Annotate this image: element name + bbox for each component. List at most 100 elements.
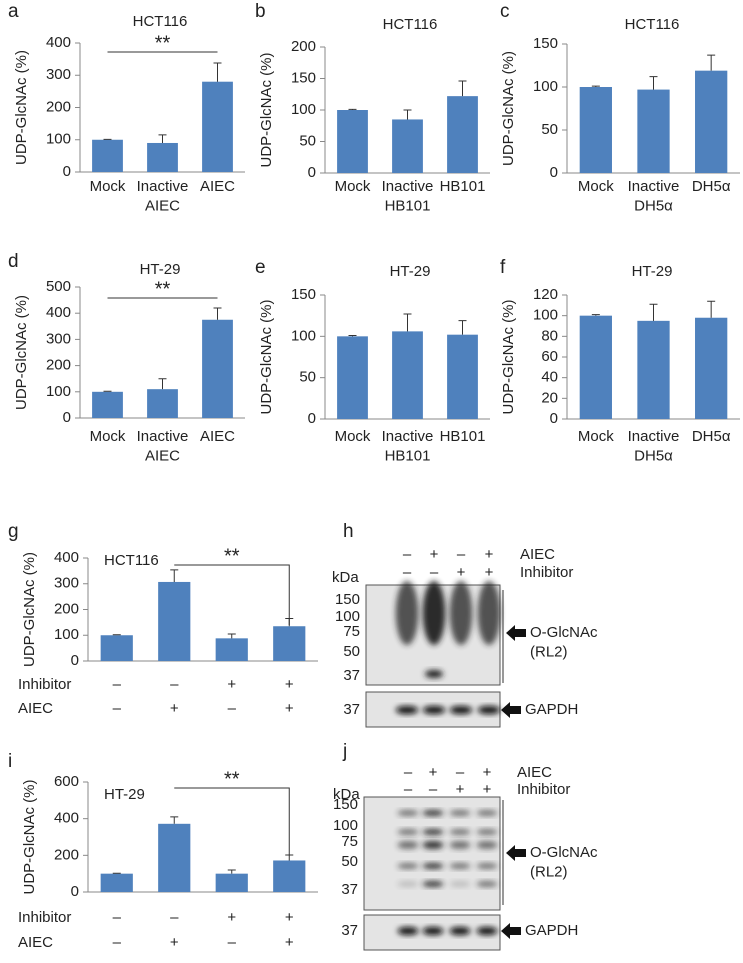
loading-label: GAPDH bbox=[525, 922, 578, 939]
marker-label: 37 bbox=[343, 701, 360, 718]
condition-sign: + bbox=[430, 546, 439, 563]
bar bbox=[147, 142, 178, 172]
x-tick-label: HB101 bbox=[440, 178, 486, 195]
condition-sign: + bbox=[285, 676, 294, 693]
condition-sign: – bbox=[170, 676, 179, 693]
bar bbox=[100, 635, 133, 661]
x-tick-label: AIEC bbox=[200, 428, 235, 445]
significance-bracket bbox=[174, 564, 290, 625]
condition-sign: – bbox=[113, 909, 122, 926]
bar bbox=[92, 139, 123, 172]
error-bar bbox=[227, 869, 236, 874]
y-axis-label: UDP-GlcNAc (%) bbox=[500, 299, 517, 414]
condition-label: Inhibitor bbox=[18, 676, 71, 693]
y-tick-label: 600 bbox=[54, 773, 79, 790]
y-tick-label: 120 bbox=[533, 286, 558, 303]
condition-sign: – bbox=[113, 676, 122, 693]
y-axis-label: UDP-GlcNAc (%) bbox=[13, 50, 30, 165]
bar bbox=[637, 89, 670, 173]
condition-sign: – bbox=[228, 700, 237, 717]
blot-band bbox=[397, 881, 419, 887]
y-axis-label: UDP-GlcNAc (%) bbox=[21, 779, 38, 894]
condition-sign: – bbox=[404, 764, 413, 781]
condition-sign: + bbox=[485, 564, 494, 581]
condition-sign: + bbox=[429, 764, 438, 781]
x-tick-label: Mock bbox=[578, 178, 614, 195]
y-tick-label: 500 bbox=[46, 278, 71, 295]
condition-sign: – bbox=[228, 934, 237, 951]
target-label: O-GlcNAc (RL2) bbox=[530, 844, 598, 881]
error-bar bbox=[403, 313, 412, 332]
loading-band bbox=[397, 927, 419, 935]
x-tick-label: Inactive AIEC bbox=[137, 178, 189, 215]
y-tick-label: 200 bbox=[46, 98, 71, 115]
y-axis-label: UDP-GlcNAc (%) bbox=[258, 52, 275, 167]
blot-band bbox=[395, 581, 419, 645]
condition-sign: – bbox=[170, 909, 179, 926]
blot-band bbox=[449, 841, 471, 849]
y-tick-label: 20 bbox=[541, 389, 558, 406]
error-bar bbox=[649, 303, 658, 321]
condition-sign: – bbox=[430, 564, 439, 581]
error-bar bbox=[227, 633, 236, 639]
error-bar bbox=[158, 134, 167, 143]
bar bbox=[695, 70, 728, 173]
y-tick-label: 400 bbox=[46, 304, 71, 321]
condition-sign: + bbox=[485, 546, 494, 563]
y-tick-label: 40 bbox=[541, 369, 558, 386]
bar bbox=[215, 873, 248, 892]
bar bbox=[447, 334, 478, 419]
panel-letter: j bbox=[342, 741, 347, 762]
blot-band bbox=[422, 881, 444, 887]
y-tick-label: 0 bbox=[550, 164, 558, 181]
y-tick-label: 200 bbox=[54, 846, 79, 863]
bar bbox=[579, 315, 612, 419]
x-tick-label: DH5α bbox=[692, 178, 731, 195]
y-tick-label: 0 bbox=[63, 163, 71, 180]
condition-sign: + bbox=[170, 700, 179, 717]
panel-letter: c bbox=[500, 1, 510, 22]
chart-title: HCT116 bbox=[104, 552, 159, 569]
blot-band bbox=[476, 863, 498, 869]
y-tick-label: 400 bbox=[46, 34, 71, 51]
blot-band bbox=[476, 810, 498, 816]
significance-label: ** bbox=[224, 768, 240, 790]
error-bar bbox=[591, 85, 600, 87]
blot-band bbox=[422, 829, 444, 835]
error-bar bbox=[458, 80, 467, 97]
error-bar bbox=[213, 307, 222, 320]
unit-label: kDa bbox=[332, 569, 359, 586]
y-tick-label: 100 bbox=[533, 307, 558, 324]
y-tick-label: 100 bbox=[291, 101, 316, 118]
condition-sign: + bbox=[227, 909, 236, 926]
condition-label: Inhibitor bbox=[517, 781, 570, 798]
condition-sign: – bbox=[403, 546, 412, 563]
error-bar bbox=[707, 54, 716, 71]
y-tick-label: 200 bbox=[54, 600, 79, 617]
x-tick-label: Inactive HB101 bbox=[382, 428, 434, 465]
condition-label: Inhibitor bbox=[18, 909, 71, 926]
bar bbox=[273, 860, 306, 892]
panel-letter: g bbox=[8, 521, 19, 542]
y-axis-label: UDP-GlcNAc (%) bbox=[258, 299, 275, 414]
error-bar bbox=[348, 108, 357, 110]
blot-band bbox=[424, 670, 444, 678]
y-tick-label: 150 bbox=[533, 35, 558, 52]
panel-letter: b bbox=[255, 1, 266, 22]
error-bar bbox=[103, 390, 112, 392]
unit-label: kDa bbox=[333, 786, 360, 803]
blot-band bbox=[422, 581, 446, 645]
marker-label: 50 bbox=[341, 853, 358, 870]
bar bbox=[392, 331, 423, 419]
chart-title: HT-29 bbox=[104, 786, 145, 803]
condition-sign: – bbox=[457, 546, 466, 563]
condition-sign: + bbox=[483, 781, 492, 798]
condition-label: AIEC bbox=[520, 546, 555, 563]
blot-band bbox=[449, 581, 473, 645]
bar bbox=[158, 581, 191, 661]
marker-label: 150 bbox=[335, 591, 360, 608]
arrow bbox=[506, 845, 526, 861]
blot-band bbox=[477, 581, 501, 645]
marker-label: 50 bbox=[343, 643, 360, 660]
